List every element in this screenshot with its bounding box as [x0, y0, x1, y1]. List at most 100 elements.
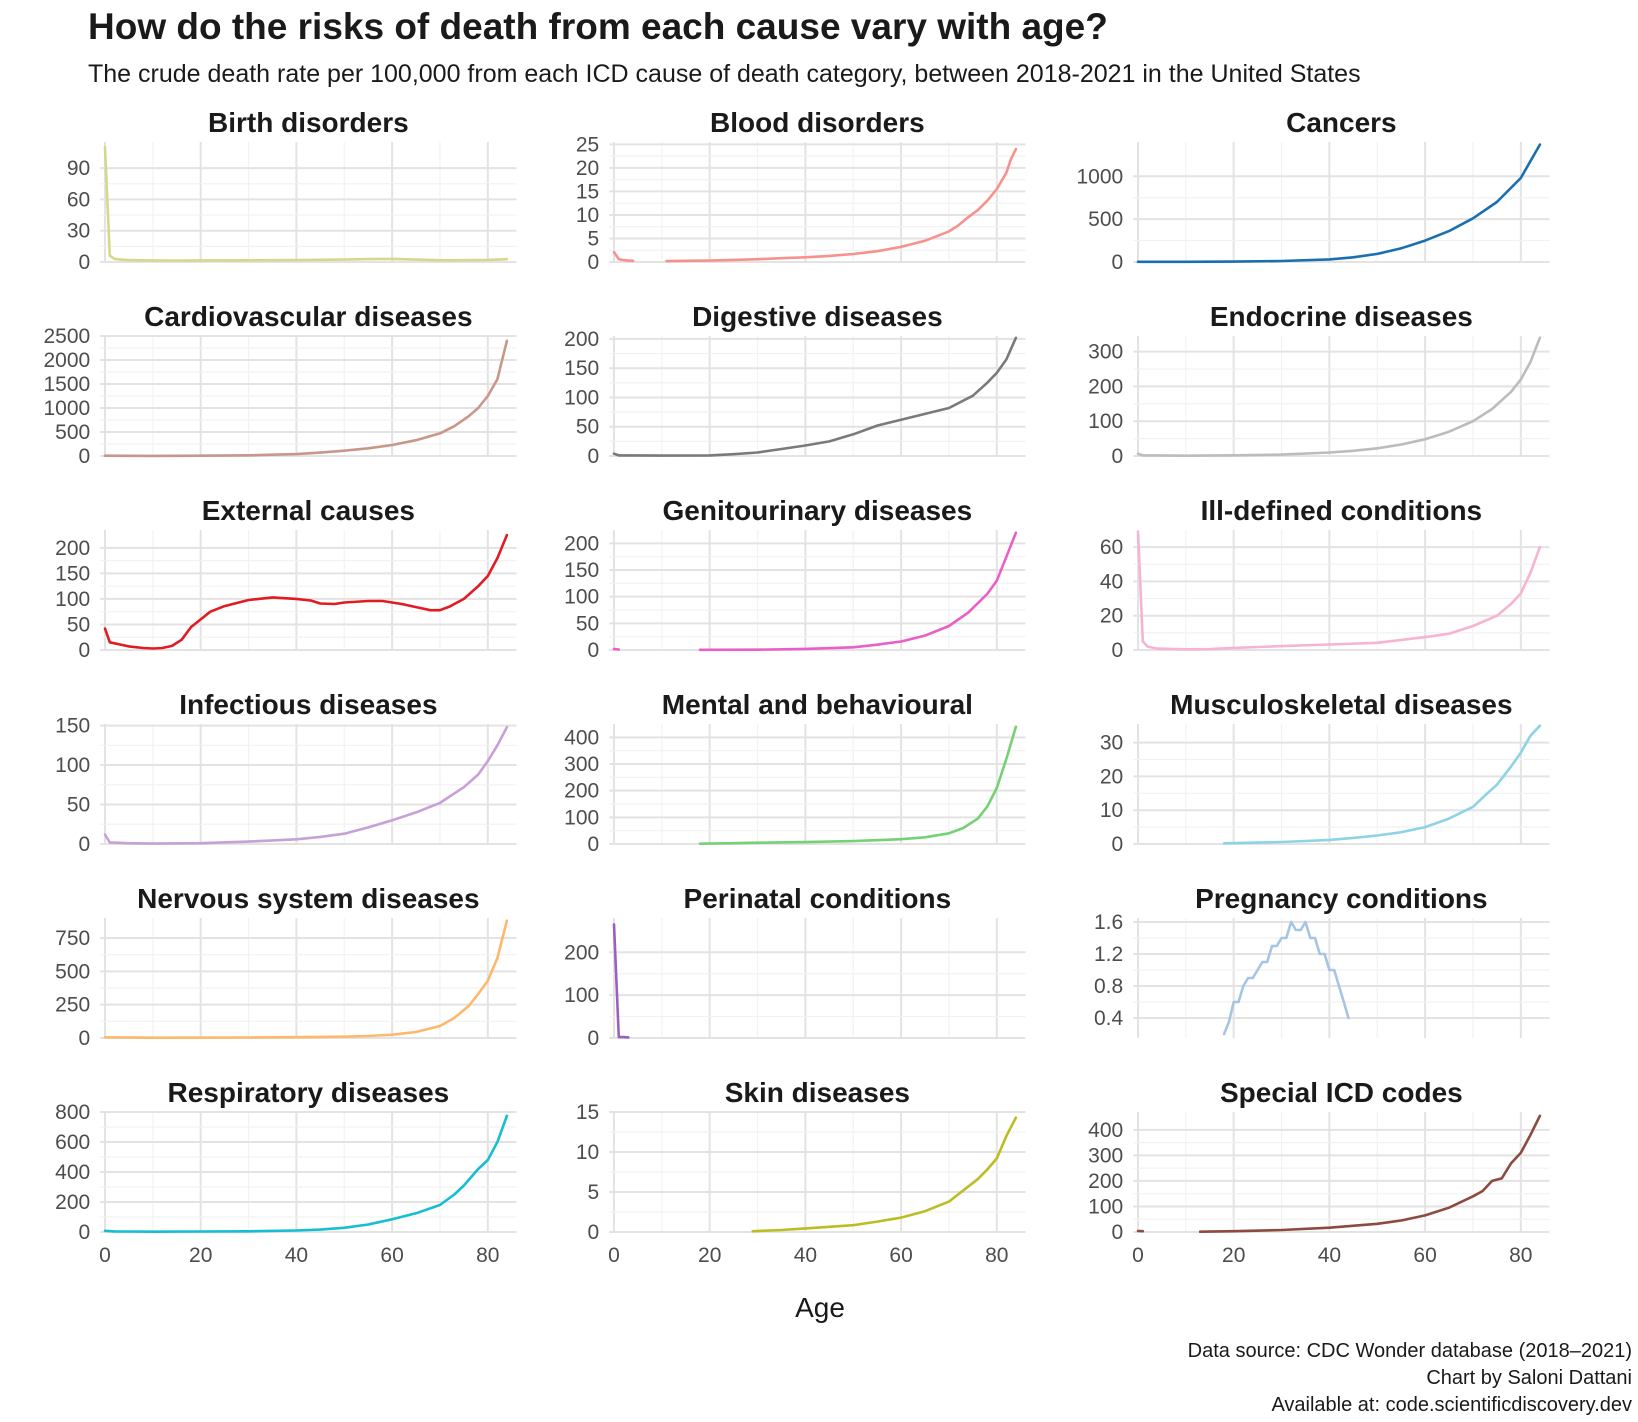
- y-tick-label: 200: [564, 532, 599, 555]
- y-tick-label: 600: [55, 1131, 90, 1154]
- series-line: [1222, 920, 1350, 1036]
- y-tick-label: 0: [1112, 1221, 1124, 1244]
- x-tick-label: 60: [1413, 1244, 1436, 1267]
- y-tick-label: 100: [1088, 1195, 1123, 1218]
- facet-panel: 0 30 60 90 Birth disorders: [67, 107, 517, 274]
- y-tick-label: 0: [79, 251, 91, 274]
- y-tick-label: 1500: [43, 373, 90, 396]
- chart-subtitle: The crude death rate per 100,000 from ea…: [88, 60, 1361, 88]
- y-tick-label: 100: [55, 754, 90, 777]
- facet-panel: 0 50 100 150 Infectious diseases: [55, 689, 517, 856]
- x-tick-label: 80: [985, 1244, 1008, 1267]
- facet-panel: 0 50 100 150 200 Genitourinary diseases: [564, 495, 1026, 662]
- series-line: [612, 250, 635, 263]
- series-line: [612, 923, 630, 1039]
- facet-title: Digestive diseases: [692, 301, 943, 332]
- y-tick-label: 150: [55, 715, 90, 738]
- x-tick-label: 40: [1318, 1244, 1341, 1267]
- y-tick-label: 5: [588, 1181, 600, 1204]
- y-tick-label: 0: [1112, 251, 1124, 274]
- x-tick-label: 60: [380, 1244, 403, 1267]
- y-tick-label: 0: [79, 1221, 91, 1244]
- facet-title: Perinatal conditions: [684, 883, 952, 914]
- x-tick-label: 20: [698, 1244, 721, 1267]
- y-tick-label: 200: [55, 1191, 90, 1214]
- y-tick-label: 200: [564, 941, 599, 964]
- y-tick-label: 500: [55, 421, 90, 444]
- series-line: [612, 647, 621, 651]
- y-tick-label: 100: [55, 588, 90, 611]
- y-tick-label: 30: [1100, 732, 1123, 755]
- y-tick-label: 0: [79, 639, 91, 662]
- facet-title: External causes: [202, 495, 415, 526]
- y-tick-label: 2500: [43, 325, 90, 348]
- y-tick-label: 0: [588, 833, 600, 856]
- y-tick-label: 250: [55, 994, 90, 1017]
- y-tick-label: 400: [1088, 1119, 1123, 1142]
- chart-title: How do the risks of death from each caus…: [88, 6, 1108, 47]
- x-tick-label: 80: [476, 1244, 499, 1267]
- y-tick-label: 300: [1088, 341, 1123, 364]
- y-tick-label: 750: [55, 927, 90, 950]
- y-tick-label: 15: [576, 1101, 599, 1124]
- series-line: [665, 147, 1018, 263]
- y-tick-label: 800: [55, 1101, 90, 1124]
- y-tick-label: 400: [564, 726, 599, 749]
- facet-panel: 0 20 40 60 Ill-defined conditions: [1100, 495, 1550, 662]
- facet-title: Ill-defined conditions: [1201, 495, 1483, 526]
- y-tick-label: 90: [67, 157, 90, 180]
- facet-panel: 0 10 20 30 Musculoskeletal diseases: [1100, 689, 1550, 856]
- y-tick-label: 0: [1112, 833, 1124, 856]
- y-tick-label: 100: [564, 386, 599, 409]
- y-tick-label: 1000: [1076, 165, 1123, 188]
- facet-title: Mental and behavioural: [662, 689, 973, 720]
- y-tick-label: 1000: [43, 397, 90, 420]
- y-tick-label: 15: [576, 180, 599, 203]
- series-line: [698, 531, 1018, 652]
- facet-title: Endocrine diseases: [1210, 301, 1473, 332]
- facet-title: Cancers: [1286, 107, 1397, 138]
- series-line: [1222, 724, 1542, 845]
- facet-panel: 0 100 200 Perinatal conditions: [564, 883, 1026, 1050]
- caption-source: Data source: CDC Wonder database (2018–2…: [1187, 1340, 1632, 1362]
- y-tick-label: 0: [1112, 639, 1124, 662]
- y-tick-label: 0: [588, 639, 600, 662]
- facet-panel: 0.4 0.8 1.2 1.6 Pregnancy conditions: [1094, 883, 1550, 1038]
- caption-url: Available at: code.scientificdiscovery.d…: [1271, 1394, 1632, 1416]
- x-tick-label: 60: [889, 1244, 912, 1267]
- y-tick-label: 50: [67, 794, 90, 817]
- y-tick-label: 150: [55, 562, 90, 585]
- y-tick-label: 200: [55, 537, 90, 560]
- facet-title: Musculoskeletal diseases: [1170, 689, 1512, 720]
- y-tick-label: 0: [79, 445, 91, 468]
- y-tick-label: 60: [67, 188, 90, 211]
- y-tick-label: 0: [79, 1027, 91, 1050]
- facet-title: Blood disorders: [710, 107, 925, 138]
- facet-panel: 0 100 200 300 400 Mental and behavioural: [564, 689, 1026, 856]
- series-line: [751, 1116, 1018, 1233]
- facet-panel: 0 250 500 750 Nervous system diseases: [55, 883, 517, 1050]
- y-tick-label: 100: [564, 984, 599, 1007]
- facet-title: Respiratory diseases: [168, 1077, 450, 1108]
- x-tick-label: 40: [794, 1244, 817, 1267]
- facet-panel: 0 100 200 300 Endocrine diseases: [1088, 301, 1550, 468]
- y-tick-label: 500: [1088, 208, 1123, 231]
- y-tick-label: 200: [564, 780, 599, 803]
- y-tick-label: 100: [564, 806, 599, 829]
- y-tick-label: 400: [55, 1161, 90, 1184]
- y-tick-label: 20: [1100, 765, 1123, 788]
- y-tick-label: 5: [588, 227, 600, 250]
- series-line: [103, 725, 509, 845]
- y-tick-label: 30: [67, 220, 90, 243]
- x-tick-label: 20: [189, 1244, 212, 1267]
- x-tick-label: 40: [285, 1244, 308, 1267]
- y-tick-label: 2000: [43, 349, 90, 372]
- y-tick-label: 50: [67, 613, 90, 636]
- facet-title: Genitourinary diseases: [663, 495, 973, 526]
- facet-panel: 0 500 1000 Cancers: [1076, 107, 1550, 274]
